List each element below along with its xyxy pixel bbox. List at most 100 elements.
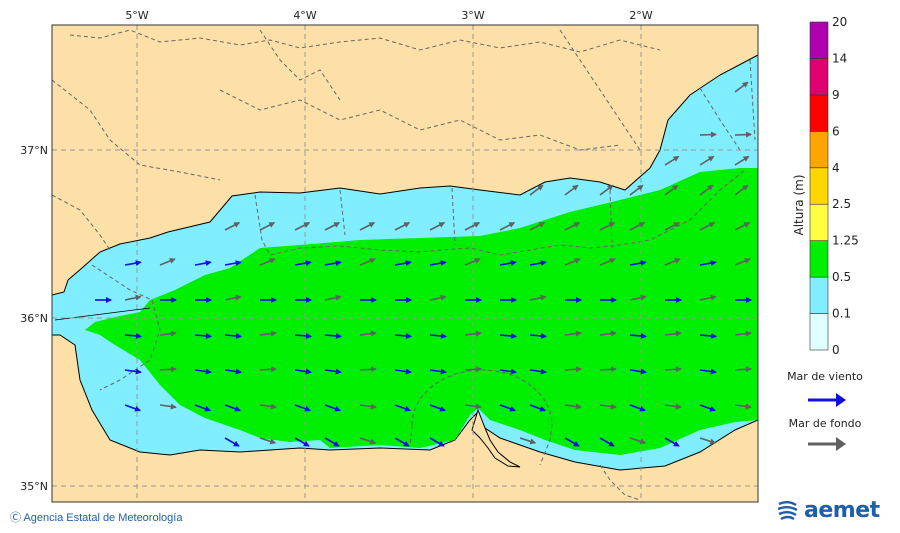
wind-sea-arrow bbox=[394, 332, 412, 339]
wind-sea-arrow bbox=[564, 437, 580, 447]
swell-arrow bbox=[124, 294, 142, 301]
lon-label: 3°W bbox=[461, 9, 484, 22]
cape-landmass bbox=[471, 408, 521, 468]
wind-sea-arrow bbox=[294, 404, 311, 412]
wind-sea-arrow bbox=[429, 437, 445, 447]
swell-arrow bbox=[259, 403, 277, 410]
swell-arrow bbox=[519, 437, 537, 445]
colorbar-segment bbox=[809, 313, 829, 351]
colorbar-tick-label: 2.5 bbox=[832, 197, 851, 211]
wind-sea-arrow bbox=[324, 368, 342, 375]
wind-sea-arrow bbox=[224, 368, 242, 375]
swell-arrow bbox=[429, 294, 447, 301]
wind-sea-arrow bbox=[294, 260, 312, 267]
wind-sea-arrow bbox=[194, 332, 212, 339]
swell-arrow bbox=[564, 184, 579, 196]
swell-arrow bbox=[259, 366, 277, 373]
wind-sea-arrow bbox=[194, 404, 211, 412]
wind-sea-arrow bbox=[194, 368, 212, 375]
swell-arrow bbox=[464, 330, 482, 337]
swell-arrow bbox=[699, 222, 716, 231]
swell-arrow bbox=[599, 222, 616, 231]
colorbar-segment bbox=[809, 167, 829, 205]
swell-arrow bbox=[224, 222, 241, 231]
aemet-logo: aemet bbox=[776, 498, 880, 523]
wind-sea-arrow bbox=[224, 260, 242, 267]
wind-sea-arrow bbox=[324, 332, 342, 339]
swell-arrow bbox=[564, 366, 582, 373]
swell-arrow bbox=[394, 222, 411, 231]
lat-label: 37°N bbox=[20, 144, 48, 157]
colorbar-tick-label: 4 bbox=[832, 161, 840, 175]
swell-arrow bbox=[224, 294, 242, 301]
wind-sea-arrow bbox=[394, 368, 412, 375]
colorbar-tick-label: 20 bbox=[832, 15, 847, 29]
colorbar-tick-label: 0.5 bbox=[832, 270, 851, 284]
swell-arrow bbox=[599, 330, 617, 337]
swell-arrow bbox=[259, 437, 277, 445]
wind-sea-arrowhead bbox=[836, 393, 846, 407]
aemet-wordmark: aemet bbox=[804, 498, 880, 523]
swell-arrow bbox=[359, 403, 377, 410]
swell-arrow bbox=[664, 403, 682, 410]
swell-arrow bbox=[699, 155, 715, 166]
wind-sea-arrow bbox=[224, 404, 241, 412]
swell-arrow bbox=[599, 184, 614, 196]
colorbar-tick-label: 9 bbox=[832, 88, 840, 102]
wind-sea-arrow bbox=[499, 404, 516, 412]
swell-arrow bbox=[734, 81, 749, 93]
swell-arrow bbox=[159, 366, 177, 373]
swell-arrow bbox=[529, 222, 546, 231]
wind-sea-arrow bbox=[324, 404, 341, 412]
swell-arrow bbox=[359, 437, 377, 445]
wind-sea-arrow bbox=[429, 368, 447, 375]
colorbar-segment bbox=[809, 203, 829, 241]
wind-sea-arrow bbox=[499, 368, 517, 375]
swell-arrow bbox=[664, 222, 681, 231]
lon-label: 2°W bbox=[629, 9, 652, 22]
wind-sea-arrow bbox=[194, 260, 212, 267]
colorbar-segment bbox=[809, 131, 829, 169]
colorbar-tick-label: 6 bbox=[832, 124, 840, 138]
wind-sea-label: Mar de viento bbox=[787, 370, 863, 383]
wind-sea-arrow bbox=[529, 404, 546, 412]
colorbar-tick-label: 1.25 bbox=[832, 234, 859, 248]
height-colorbar bbox=[809, 21, 829, 351]
swell-arrow bbox=[529, 184, 544, 196]
swell-arrow bbox=[599, 403, 617, 410]
swell-arrow bbox=[159, 403, 177, 410]
colorbar-segment bbox=[809, 58, 829, 96]
colorbar-tick-label: 14 bbox=[832, 51, 847, 65]
swell-arrow bbox=[464, 403, 482, 410]
swell-arrow bbox=[734, 403, 752, 410]
wind-sea-arrow bbox=[499, 332, 517, 339]
colorbar-segment bbox=[809, 240, 829, 278]
swell-arrow bbox=[564, 330, 582, 337]
wind-sea-arrow bbox=[664, 437, 680, 447]
wind-sea-arrow bbox=[224, 437, 240, 447]
wind-sea-arrow bbox=[629, 404, 646, 412]
copyright-notice: Ⓒ Agencia Estatal de Meteorología bbox=[10, 512, 183, 524]
wind-sea-arrow bbox=[699, 332, 717, 339]
wind-sea-arrow bbox=[429, 404, 446, 412]
swell-arrow bbox=[699, 294, 717, 301]
wind-sea-arrow bbox=[529, 260, 547, 267]
swell-arrow bbox=[359, 366, 377, 373]
lon-axis-labels: 5°W 4°W 3°W 2°W bbox=[125, 9, 652, 22]
wind-sea-arrow bbox=[699, 404, 716, 412]
lon-label: 5°W bbox=[125, 9, 148, 22]
swell-arrow bbox=[734, 330, 752, 337]
swell-arrow bbox=[159, 330, 177, 337]
lat-axis-labels: 37°N 36°N 35°N bbox=[20, 144, 48, 493]
swell-arrow bbox=[734, 222, 751, 231]
swell-arrow bbox=[599, 366, 617, 373]
lon-label: 4°W bbox=[293, 9, 316, 22]
swell-arrow bbox=[664, 258, 681, 266]
swell-arrow bbox=[359, 330, 377, 337]
wind-sea-arrow bbox=[394, 404, 411, 412]
sea-moderate-waves bbox=[85, 168, 758, 455]
wind-sea-arrow bbox=[529, 332, 547, 339]
wind-sea-arrow bbox=[124, 368, 142, 375]
wave-direction-arrows bbox=[95, 81, 752, 447]
